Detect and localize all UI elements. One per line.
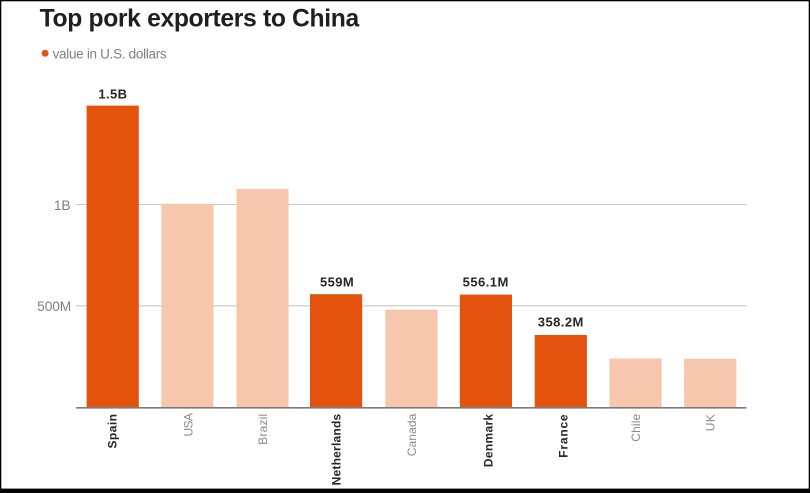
svg-text:1.5B: 1.5B: [98, 87, 127, 102]
svg-text:559M: 559M: [320, 274, 354, 289]
svg-text:556.1M: 556.1M: [463, 274, 509, 289]
svg-text:value in U.S. dollars: value in U.S. dollars: [53, 47, 167, 62]
svg-text:Brazil: Brazil: [256, 414, 270, 445]
svg-text:Netherlands: Netherlands: [330, 414, 344, 486]
svg-text:USA: USA: [181, 413, 195, 436]
svg-text:Denmark: Denmark: [482, 414, 496, 467]
svg-text:358.2M: 358.2M: [538, 315, 584, 330]
svg-text:Top pork exporters to China: Top pork exporters to China: [40, 5, 360, 32]
svg-text:Spain: Spain: [105, 414, 119, 449]
svg-text:500M: 500M: [37, 299, 71, 314]
svg-text:Chile: Chile: [629, 413, 643, 441]
svg-text:Canada: Canada: [405, 413, 419, 456]
svg-text:UK: UK: [704, 414, 718, 432]
svg-text:France: France: [556, 414, 570, 458]
svg-text:1B: 1B: [54, 198, 71, 213]
